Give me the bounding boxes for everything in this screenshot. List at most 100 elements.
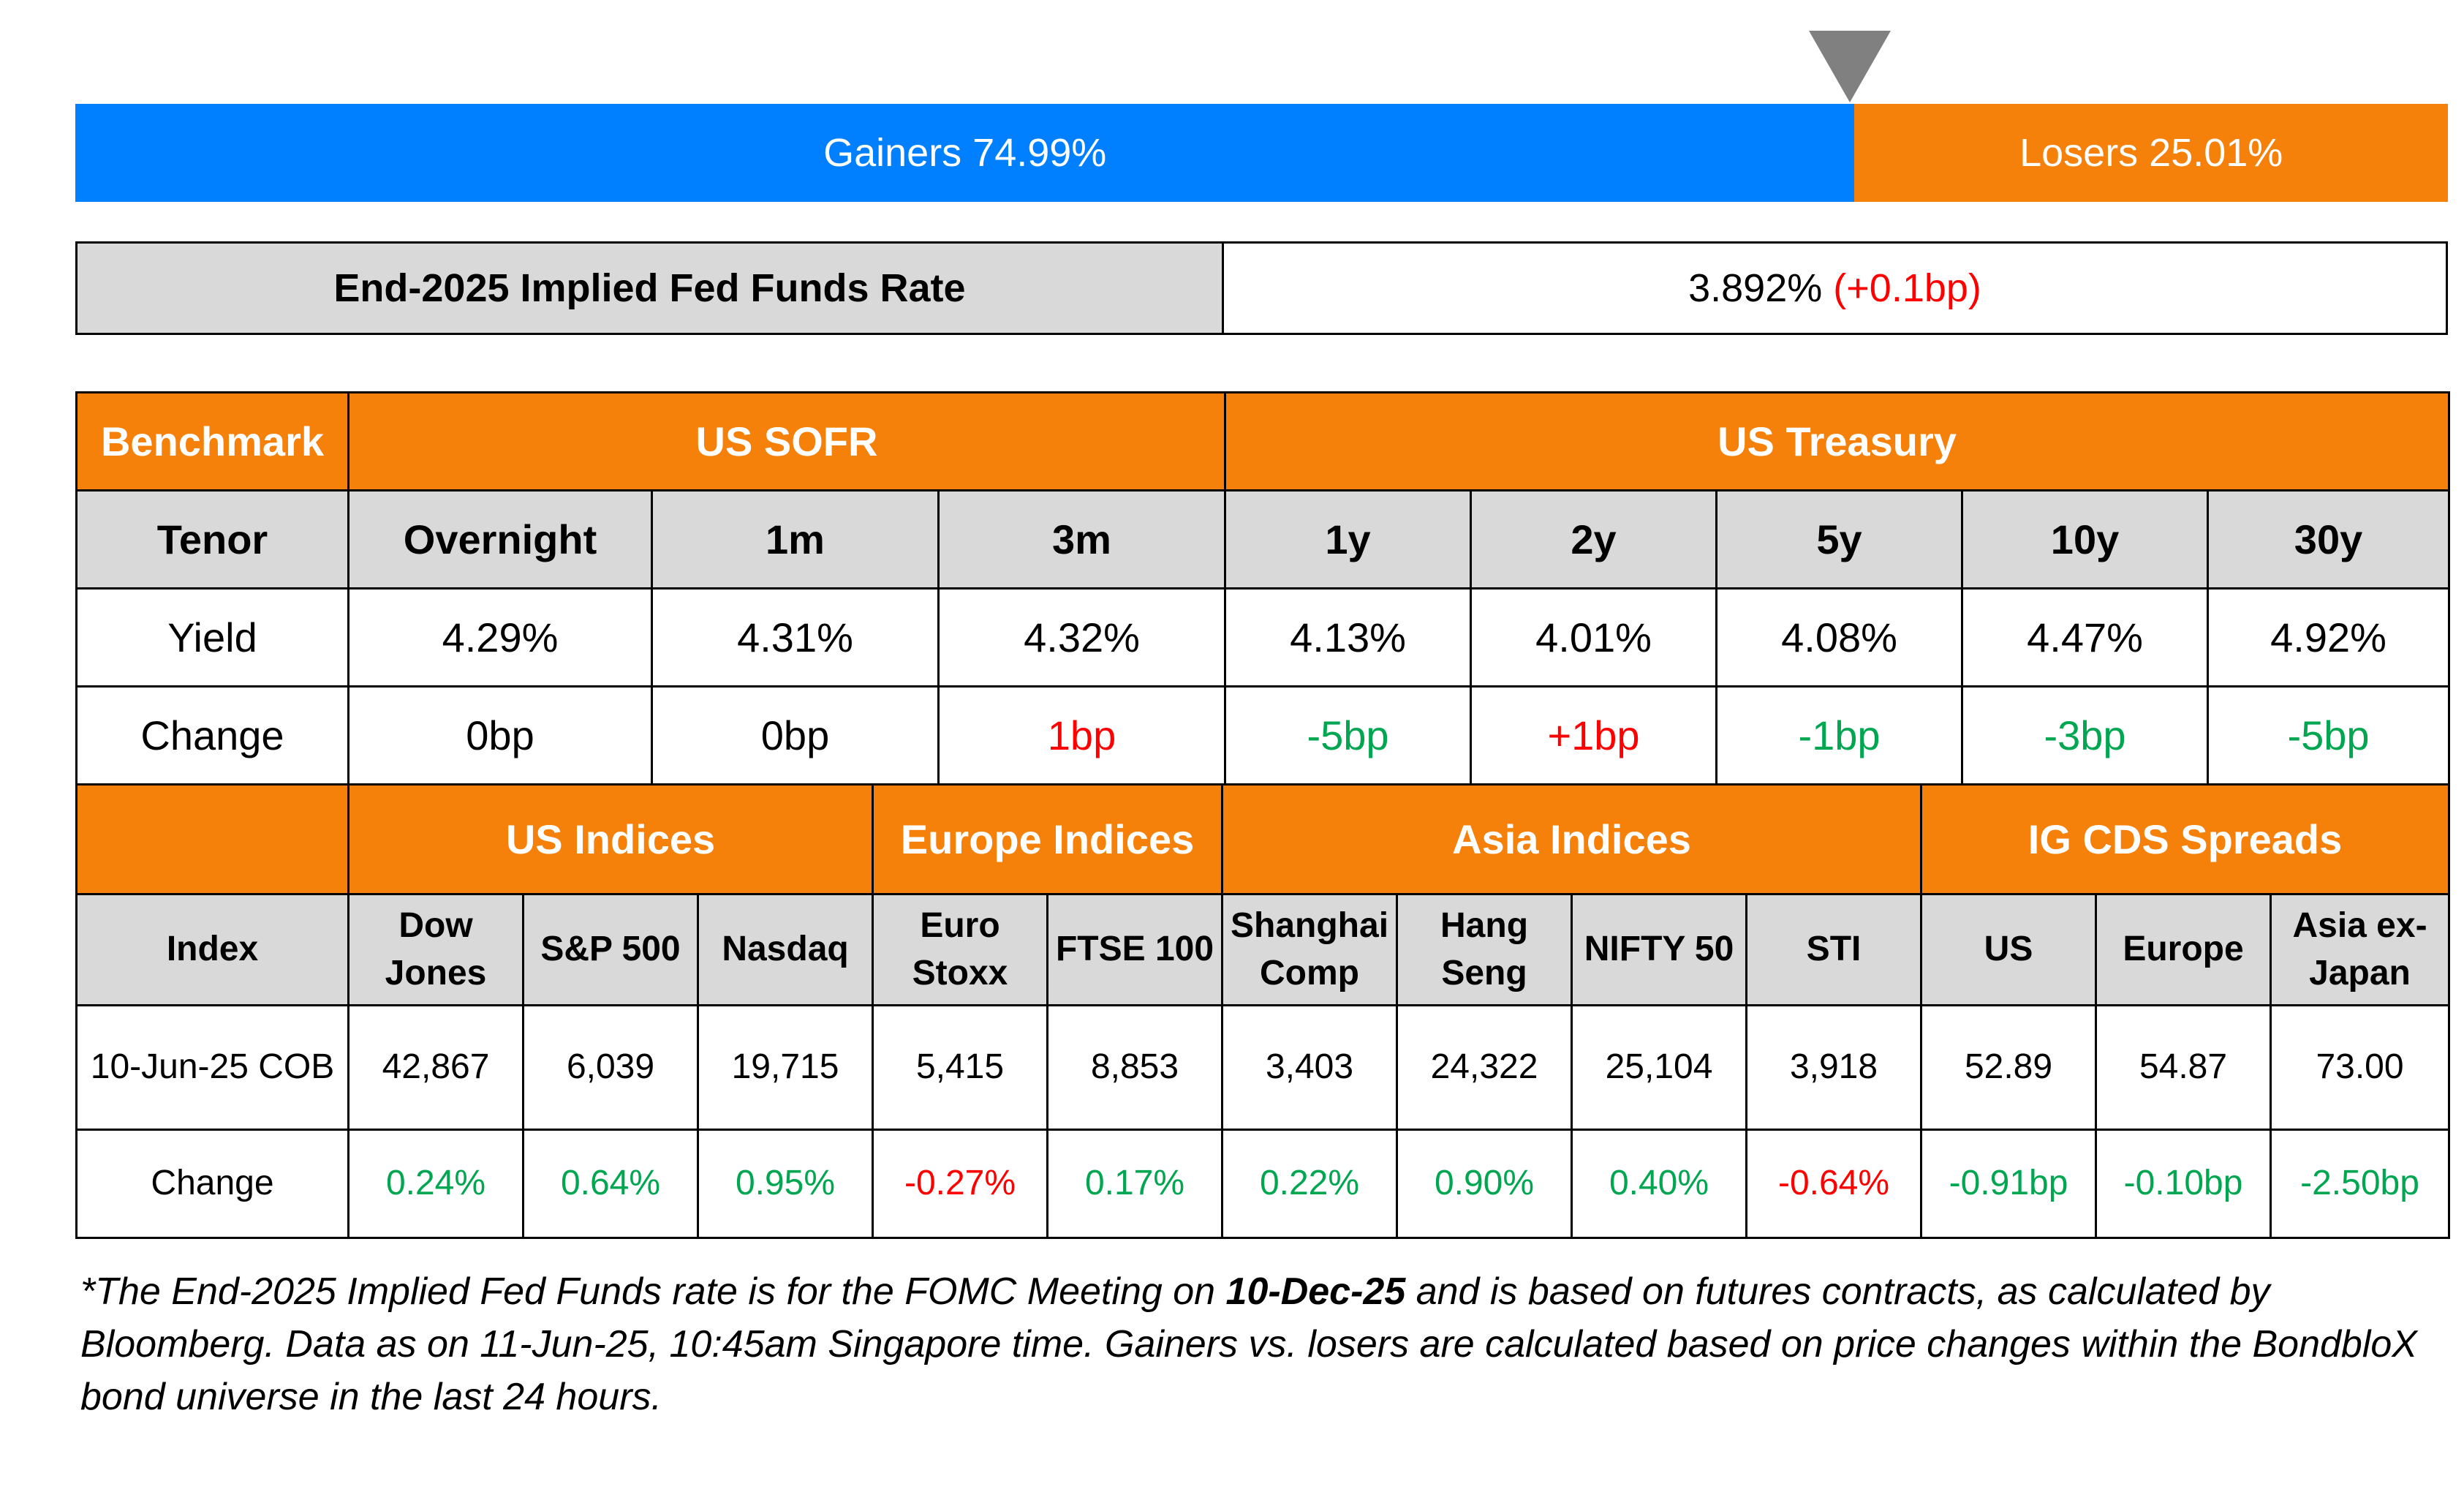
index-value-cell: 54.87 (2095, 1004, 2272, 1131)
tenor-cell: 10y (1961, 489, 2210, 589)
tenor-cell: Overnight (347, 489, 653, 589)
gainers-losers-bar: Gainers 74.99% Losers 25.01% (75, 104, 2448, 202)
yield-cell: 4.29% (347, 587, 653, 688)
tenor-cell: 1y (1224, 489, 1473, 589)
rate-change-cell: 0bp (651, 685, 940, 786)
index-value-cell: 6,039 (522, 1004, 699, 1131)
tenor-cell: 1m (651, 489, 940, 589)
rates-header-row: Benchmark US SOFR US Treasury (75, 391, 2451, 491)
losers-segment: Losers 25.01% (1854, 104, 2448, 202)
us-indices-header: US Indices (347, 783, 874, 895)
treasury-header: US Treasury (1224, 391, 2451, 491)
index-name-cell: NIFTY 50 (1571, 893, 1748, 1006)
yield-cell: 4.47% (1961, 587, 2210, 688)
tenor-row: Tenor Overnight 1m 3m 1y 2y 5y 10y 30y (75, 489, 2451, 589)
fed-funds-value: 3.892% (1688, 266, 1823, 310)
index-value-cell: 52.89 (1920, 1004, 2098, 1131)
yield-cell: 4.13% (1224, 587, 1473, 688)
index-change-cell: 0.40% (1571, 1129, 1748, 1239)
rate-change-cell: 1bp (937, 685, 1227, 786)
index-change-cell: 0.17% (1046, 1129, 1224, 1239)
index-name-row: Index Dow Jones S&P 500 Nasdaq Euro Stox… (75, 893, 2451, 1006)
cds-header: IG CDS Spreads (1920, 783, 2451, 895)
yield-cell: 4.01% (1470, 587, 1718, 688)
index-change-cell: 0.24% (347, 1129, 524, 1239)
footnote: *The End-2025 Implied Fed Funds rate is … (80, 1265, 2420, 1423)
indices-table: US Indices Europe Indices Asia Indices I… (75, 783, 2451, 1239)
asia-indices-header: Asia Indices (1221, 783, 1923, 895)
rate-change-cell: +1bp (1470, 685, 1718, 786)
index-change-cell: -0.64% (1745, 1129, 1923, 1239)
rate-change-cell: 0bp (347, 685, 653, 786)
indices-header-row: US Indices Europe Indices Asia Indices I… (75, 783, 2451, 895)
tenor-cell: 2y (1470, 489, 1718, 589)
index-label: Index (75, 893, 349, 1006)
yield-row: Yield 4.29% 4.31% 4.32% 4.13% 4.01% 4.08… (75, 587, 2451, 688)
index-value-cell: 42,867 (347, 1004, 524, 1131)
fed-funds-value-cell: 3.892% (+0.1bp) (1224, 244, 2446, 333)
index-name-cell: Nasdaq (696, 893, 874, 1006)
tenor-label: Tenor (75, 489, 349, 589)
market-data-grid: Benchmark US SOFR US Treasury Tenor Over… (75, 391, 2451, 1239)
index-change-cell: 0.64% (522, 1129, 699, 1239)
tenor-cell: 5y (1715, 489, 1964, 589)
index-value-cell: 3,918 (1745, 1004, 1923, 1131)
index-name-cell: STI (1745, 893, 1923, 1006)
rate-change-cell: -5bp (1224, 685, 1473, 786)
rate-change-cell: -3bp (1961, 685, 2210, 786)
index-value-row: 10-Jun-25 COB 42,867 6,039 19,715 5,415 … (75, 1004, 2451, 1131)
fed-funds-label: End-2025 Implied Fed Funds Rate (78, 244, 1224, 333)
rates-table: Benchmark US SOFR US Treasury Tenor Over… (75, 391, 2451, 786)
index-value-cell: 5,415 (872, 1004, 1049, 1131)
index-name-cell: Asia ex-Japan (2270, 893, 2451, 1006)
index-name-cell: US (1920, 893, 2098, 1006)
rates-change-row: Change 0bp 0bp 1bp -5bp +1bp -1bp -3bp -… (75, 685, 2451, 786)
footnote-part2: and is based on futures contracts, as ca… (80, 1270, 2417, 1418)
index-name-cell: Euro Stoxx (872, 893, 1049, 1006)
gainers-label: Gainers 74.99% (823, 131, 1107, 175)
index-name-cell: FTSE 100 (1046, 893, 1224, 1006)
index-change-cell: -0.10bp (2095, 1129, 2272, 1239)
fed-funds-change: (+0.1bp) (1833, 266, 1981, 310)
index-value-cell: 3,403 (1221, 1004, 1399, 1131)
index-value-cell: 25,104 (1571, 1004, 1748, 1131)
market-pointer-icon (1809, 31, 1891, 102)
index-value-cell: 8,853 (1046, 1004, 1224, 1131)
fed-funds-box: End-2025 Implied Fed Funds Rate 3.892% (… (75, 241, 2448, 335)
index-change-cell: -2.50bp (2270, 1129, 2451, 1239)
index-change-cell: 0.22% (1221, 1129, 1399, 1239)
losers-label: Losers 25.01% (2019, 131, 2283, 175)
yield-cell: 4.08% (1715, 587, 1964, 688)
yield-cell: 4.31% (651, 587, 940, 688)
index-name-cell: Europe (2095, 893, 2272, 1006)
indices-blank-header (75, 783, 349, 895)
index-value-cell: 24,322 (1396, 1004, 1573, 1131)
benchmark-header: Benchmark (75, 391, 349, 491)
rates-change-label: Change (75, 685, 349, 786)
rate-change-cell: -5bp (2207, 685, 2451, 786)
europe-indices-header: Europe Indices (872, 783, 1224, 895)
index-value-cell: 73.00 (2270, 1004, 2451, 1131)
index-change-label: Change (75, 1129, 349, 1239)
gainers-segment: Gainers 74.99% (75, 104, 1855, 202)
yield-cell: 4.32% (937, 587, 1227, 688)
tenor-cell: 3m (937, 489, 1227, 589)
yield-label: Yield (75, 587, 349, 688)
index-value-cell: 19,715 (696, 1004, 874, 1131)
index-name-cell: Shanghai Comp (1221, 893, 1399, 1006)
index-change-cell: 0.95% (696, 1129, 874, 1239)
index-change-cell: -0.27% (872, 1129, 1049, 1239)
footnote-part1: *The End-2025 Implied Fed Funds rate is … (80, 1270, 1226, 1313)
rate-change-cell: -1bp (1715, 685, 1964, 786)
index-name-cell: Dow Jones (347, 893, 524, 1006)
index-name-cell: S&P 500 (522, 893, 699, 1006)
sofr-header: US SOFR (347, 391, 1227, 491)
footnote-date: 10-Dec-25 (1225, 1270, 1406, 1313)
index-name-cell: Hang Seng (1396, 893, 1573, 1006)
tenor-cell: 30y (2207, 489, 2451, 589)
index-change-row: Change 0.24% 0.64% 0.95% -0.27% 0.17% 0.… (75, 1129, 2451, 1239)
index-change-cell: 0.90% (1396, 1129, 1573, 1239)
index-change-cell: -0.91bp (1920, 1129, 2098, 1239)
yield-cell: 4.92% (2207, 587, 2451, 688)
cob-label: 10-Jun-25 COB (75, 1004, 349, 1131)
